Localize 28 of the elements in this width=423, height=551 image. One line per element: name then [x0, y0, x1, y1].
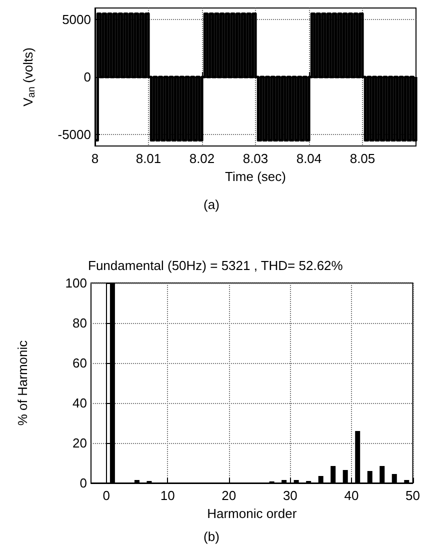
x-tick-label: 8.01: [136, 151, 162, 166]
text: (b): [204, 529, 220, 544]
x-tick-label: 8.04: [296, 151, 322, 166]
x-axis-title: Harmonic order: [207, 506, 298, 521]
y-axis-title: Van (volts): [20, 48, 38, 106]
x-tick-label: 8.02: [189, 151, 215, 166]
x-tick-label: 50: [406, 488, 420, 503]
y-tick-label: 80: [72, 316, 87, 330]
x-tick-label: 8: [91, 151, 99, 166]
x-tick-label: 8.03: [242, 151, 268, 166]
x-tick-label: 10: [160, 488, 175, 503]
x-tick-label: 40: [344, 488, 359, 503]
y-tick-label: 5000: [62, 12, 91, 27]
x-tick-label: 20: [222, 488, 236, 503]
x-tick-label: 8.05: [350, 151, 376, 166]
text: (a): [204, 197, 220, 212]
y-tick-label: 60: [72, 356, 87, 370]
y-tick-label: 40: [72, 396, 87, 410]
chart-title: Fundamental (50Hz) = 5321 , THD= 52.62%: [88, 258, 344, 273]
y-tick-label: 100: [65, 276, 87, 290]
y-axis-title: % of Harmonic: [15, 340, 30, 426]
y-tick-label: 20: [72, 436, 87, 450]
x-tick-label: 0: [102, 488, 110, 503]
x-tick-label: 30: [282, 488, 298, 503]
y-tick-label: 0: [84, 70, 91, 84]
y-tick-label: -5000: [58, 127, 91, 142]
y-tick-label: 0: [80, 476, 87, 490]
x-axis-title: Time (sec): [225, 169, 286, 184]
